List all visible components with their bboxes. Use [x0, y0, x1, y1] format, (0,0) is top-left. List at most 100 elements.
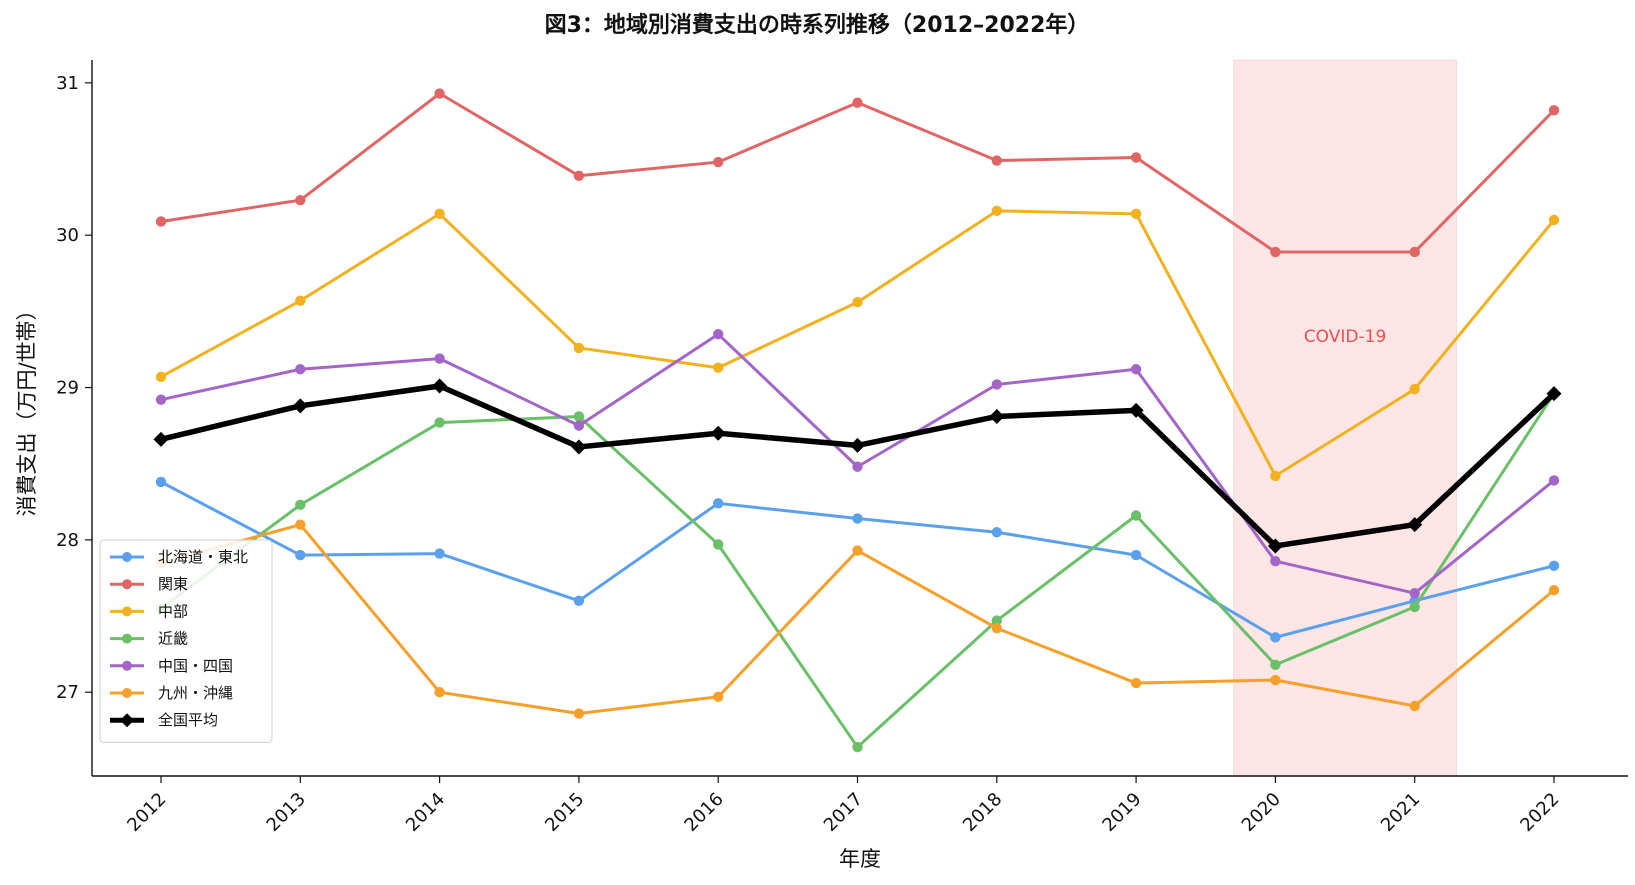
- data-point: [1409, 700, 1420, 712]
- data-point: [295, 519, 306, 530]
- x-tick-label: 2019: [1098, 789, 1145, 836]
- legend-item: 近畿: [110, 630, 188, 648]
- x-tick-label: 2016: [680, 789, 727, 836]
- data-point: [573, 170, 585, 181]
- data-point: [295, 295, 306, 306]
- legend-item: 中部: [110, 602, 188, 620]
- y-tick-label: 29: [56, 378, 79, 399]
- data-point: [1130, 364, 1142, 375]
- data-point: [155, 476, 167, 488]
- x-tick-label: 2015: [541, 789, 588, 836]
- legend-swatch-marker: [122, 633, 132, 644]
- data-point: [1270, 674, 1281, 686]
- legend-label: 全国平均: [158, 711, 218, 729]
- x-tick-label: 2021: [1377, 789, 1424, 836]
- data-point: [852, 297, 863, 308]
- legend-label: 中国・四国: [158, 657, 233, 675]
- data-point: [991, 623, 1002, 634]
- data-point: [155, 371, 167, 383]
- legend-swatch-marker: [122, 579, 132, 590]
- data-point: [573, 708, 585, 719]
- data-point: [1128, 402, 1144, 418]
- data-point: [1267, 538, 1283, 554]
- data-point: [991, 379, 1002, 390]
- data-point: [1270, 659, 1281, 670]
- data-point: [710, 425, 726, 441]
- data-point: [713, 691, 724, 702]
- legend-item: 関東: [110, 575, 188, 593]
- data-point: [1546, 386, 1562, 402]
- legend-item: 北海道・東北: [110, 548, 248, 566]
- series-7: [153, 378, 1562, 554]
- y-axis-title: 消費支出（万円/世帯）: [15, 299, 39, 516]
- data-point: [1409, 601, 1420, 613]
- series-1: [155, 476, 1560, 643]
- data-point: [1270, 556, 1281, 567]
- data-point: [434, 687, 445, 698]
- legend-label: 中部: [158, 602, 188, 620]
- data-point: [1548, 475, 1560, 486]
- data-point: [1409, 383, 1420, 395]
- data-point: [153, 431, 169, 447]
- data-point: [1130, 510, 1142, 521]
- data-point: [852, 97, 863, 108]
- x-tick-label: 2014: [402, 789, 449, 836]
- data-point: [434, 417, 445, 428]
- legend-swatch-marker: [122, 606, 132, 617]
- data-point: [434, 88, 445, 99]
- covid-annotation-label: COVID-19: [1304, 327, 1386, 347]
- legend-item: 全国平均: [110, 711, 218, 729]
- data-point: [991, 527, 1002, 538]
- data-point: [991, 205, 1002, 217]
- y-tick-label: 30: [56, 225, 79, 246]
- data-point: [573, 342, 585, 354]
- legend-swatch-marker: [120, 713, 134, 728]
- data-point: [989, 408, 1005, 424]
- data-point: [292, 398, 308, 414]
- data-point: [713, 498, 724, 509]
- x-axis-title: 年度: [839, 847, 881, 871]
- legend-swatch-marker: [122, 688, 132, 698]
- data-point: [434, 208, 445, 220]
- data-point: [991, 615, 1002, 626]
- legend-swatch-marker: [122, 552, 132, 562]
- data-point: [434, 548, 445, 559]
- data-point: [295, 499, 306, 511]
- data-point: [573, 411, 585, 422]
- chart-title: 図3：地域別消費支出の時系列推移（2012–2022年）: [545, 12, 1090, 38]
- data-point: [573, 595, 585, 607]
- x-tick-label: 2013: [263, 789, 310, 836]
- data-point: [713, 362, 724, 373]
- legend-item: 中国・四国: [110, 657, 233, 675]
- series-3: [155, 205, 1560, 482]
- legend-swatch-marker: [122, 660, 132, 671]
- data-point: [1548, 105, 1560, 116]
- covid-shaded-band: [1233, 59, 1457, 777]
- data-point: [991, 155, 1002, 166]
- data-point: [571, 439, 587, 455]
- legend-label: 関東: [158, 575, 188, 593]
- data-point: [852, 461, 863, 472]
- data-point: [1270, 246, 1281, 258]
- data-point: [1548, 560, 1560, 571]
- legend-item: 九州・沖縄: [110, 684, 233, 702]
- legend-label: 近畿: [158, 630, 188, 648]
- data-point: [434, 353, 445, 364]
- y-tick-label: 27: [56, 682, 79, 703]
- data-point: [1130, 152, 1142, 163]
- x-tick-label: 2020: [1238, 789, 1285, 836]
- series-5: [155, 329, 1560, 599]
- data-point: [573, 420, 585, 431]
- data-point: [295, 194, 306, 206]
- data-point: [155, 216, 167, 227]
- data-point: [1409, 246, 1420, 258]
- data-point: [1270, 632, 1281, 643]
- data-point: [155, 394, 167, 405]
- data-point: [1548, 214, 1560, 226]
- data-point: [713, 539, 724, 550]
- plot-area: COVID-19 27 28 29 30 31 2012 2013 2014 2015 2016 20…: [56, 59, 1628, 836]
- legend-label: 九州・沖縄: [158, 684, 233, 702]
